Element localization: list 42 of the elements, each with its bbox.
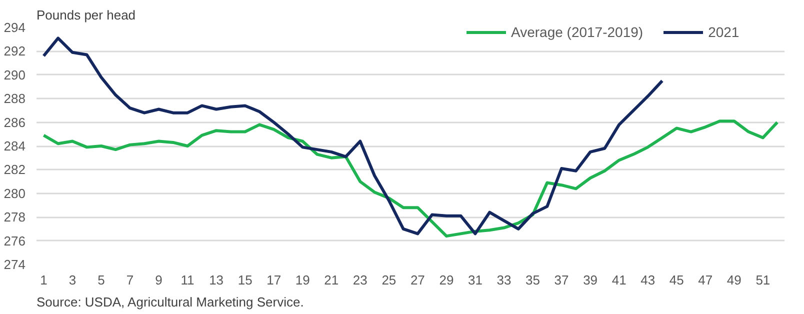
x-tick-label: 3 [68, 272, 76, 288]
line-series [42, 120, 779, 238]
x-tick-label: 35 [526, 272, 540, 288]
legend-label: 2021 [708, 26, 740, 40]
x-tick-label: 49 [726, 272, 742, 288]
x-tick-label: 13 [209, 272, 224, 288]
x-tick-label: 37 [554, 272, 569, 288]
x-tick-label: 1 [40, 272, 48, 288]
y-tick-label: 288 [4, 91, 26, 106]
y-axis-title: Pounds per head [36, 8, 136, 22]
x-tick-label: 33 [496, 272, 512, 288]
y-tick-label: 286 [4, 114, 26, 130]
x-tick-label: 29 [439, 272, 454, 288]
source-note: Source: USDA, Agricultural Marketing Service. [36, 294, 304, 310]
x-tick-label: 41 [612, 272, 626, 288]
x-tick-label: 17 [266, 272, 282, 288]
y-tick-label: 294 [4, 20, 26, 35]
y-tick-label: 282 [4, 162, 26, 178]
y-tick-label: 280 [4, 186, 26, 201]
x-tick-label: 43 [640, 272, 656, 288]
x-tick-label: 45 [669, 272, 684, 288]
x-tick-label: 39 [583, 272, 598, 288]
y-tick-label: 278 [4, 210, 26, 225]
y-tick-label: 274 [4, 257, 26, 272]
x-tick-label: 21 [324, 272, 339, 288]
x-tick-label: 47 [698, 272, 713, 288]
x-tick-label: 11 [180, 272, 194, 288]
x-tick-label: 7 [126, 272, 134, 288]
x-tick-label: 51 [756, 272, 770, 288]
legend-label: Average (2017-2019) [511, 26, 644, 40]
x-tick-label: 9 [155, 272, 162, 288]
y-tick-label: 284 [4, 138, 26, 154]
x-tick-label: 23 [352, 272, 368, 288]
y-tick-label: 292 [4, 44, 26, 59]
x-tick-label: 31 [468, 272, 482, 288]
x-tick-label: 15 [238, 272, 252, 288]
x-tick-label: 5 [98, 272, 105, 288]
x-tick-label: 27 [410, 272, 425, 288]
y-tick-label: 290 [4, 67, 26, 82]
x-tick-label: 25 [382, 272, 396, 288]
x-tick-label: 19 [295, 272, 310, 288]
y-tick-label: 276 [4, 233, 26, 248]
